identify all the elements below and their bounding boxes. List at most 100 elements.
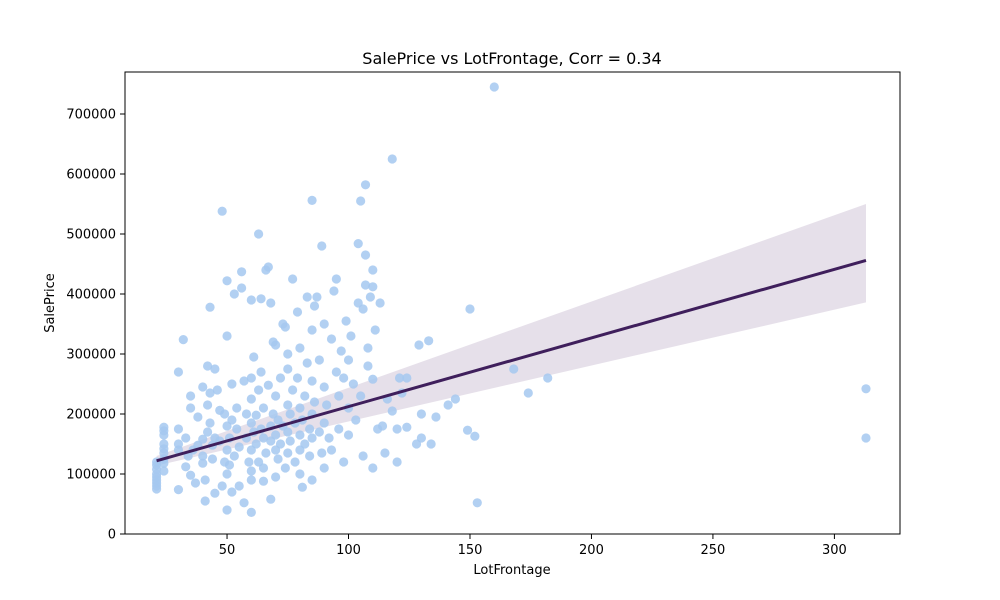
scatter-point — [543, 373, 553, 383]
scatter-point — [387, 154, 397, 164]
scatter-point — [173, 485, 184, 495]
scatter-point — [314, 427, 324, 437]
scatter-point — [212, 385, 222, 395]
scatter-point — [297, 482, 307, 492]
scatter-point — [300, 439, 310, 449]
scatter-point — [256, 294, 266, 304]
scatter-point — [285, 409, 295, 419]
scatter-point — [227, 379, 237, 389]
y-tick-label: 300000 — [66, 348, 116, 363]
scatter-point — [178, 335, 188, 345]
scatter-point — [205, 418, 215, 428]
scatter-point — [271, 430, 281, 440]
scatter-point — [334, 424, 344, 434]
scatter-point — [203, 427, 213, 437]
scatter-point — [224, 460, 235, 470]
scatter-point — [283, 400, 293, 410]
scatter-point — [302, 358, 312, 368]
scatter-point — [358, 304, 368, 314]
chart-title: SalePrice vs LotFrontage, Corr = 0.34 — [362, 49, 661, 68]
scatter-point — [210, 488, 220, 498]
scatter-point — [222, 445, 232, 455]
scatter-point — [394, 373, 405, 383]
scatter-point — [292, 307, 303, 317]
scatter-point — [377, 421, 388, 431]
scatter-point — [509, 364, 519, 374]
scatter-point — [258, 403, 269, 413]
scatter-point — [365, 292, 375, 302]
scatter-point — [266, 298, 276, 308]
scatter-point — [173, 439, 184, 449]
scatter-point — [402, 422, 412, 432]
scatter-point — [307, 325, 317, 335]
scatter-point — [465, 304, 475, 314]
scatter-point — [368, 265, 378, 275]
y-tick-label: 400000 — [66, 288, 116, 303]
scatter-point — [307, 433, 317, 443]
scatter-point — [220, 409, 230, 419]
x-tick-label: 300 — [822, 543, 847, 558]
scatter-point — [312, 292, 322, 302]
scatter-point — [222, 505, 232, 515]
scatter-point — [244, 457, 254, 467]
scatter-point — [222, 331, 232, 341]
scatter-point — [280, 322, 290, 332]
scatter-point — [181, 462, 191, 472]
scatter-point — [351, 415, 361, 425]
scatter-point — [237, 267, 247, 277]
scatter-point — [232, 403, 242, 413]
scatter-point — [261, 448, 271, 458]
scatter-point — [329, 286, 339, 296]
scatter-point — [198, 434, 208, 444]
scatter-point — [324, 433, 334, 443]
scatter-point — [210, 364, 220, 374]
x-tick-label: 250 — [701, 543, 726, 558]
y-tick-label: 100000 — [66, 468, 116, 483]
scatter-point — [159, 439, 169, 449]
scatter-point — [489, 82, 499, 92]
x-axis-label: LotFrontage — [473, 563, 550, 578]
scatter-points-layer — [151, 82, 871, 517]
scatter-point — [159, 466, 169, 476]
scatter-point — [317, 241, 327, 251]
scatter-point — [426, 439, 436, 449]
scatter-point — [339, 457, 349, 467]
scatter-point — [251, 439, 261, 449]
scatter-point — [319, 463, 329, 473]
scatter-point — [249, 352, 259, 362]
scatter-point — [424, 336, 434, 346]
scatter-point — [205, 302, 215, 312]
scatter-point — [227, 415, 237, 425]
regression-line-layer — [156, 258, 867, 463]
scatter-point — [319, 382, 329, 392]
scatter-point — [246, 507, 256, 517]
scatter-point — [363, 343, 373, 353]
scatter-point — [861, 384, 871, 394]
scatter-point — [205, 388, 215, 398]
y-tick-label: 600000 — [66, 168, 116, 183]
scatter-point — [360, 280, 371, 290]
scatter-point — [246, 418, 256, 428]
scatter-point — [237, 283, 247, 293]
y-axis-label: SalePrice — [43, 273, 58, 333]
scatter-point — [416, 409, 426, 419]
scatter-point — [307, 475, 317, 485]
scatter-point — [295, 343, 305, 353]
scatter-point — [322, 400, 332, 410]
scatter-point — [358, 451, 368, 461]
scatter-point — [258, 433, 269, 443]
y-tick-label: 0 — [108, 528, 116, 543]
scatter-point — [258, 476, 269, 486]
plot-frame — [124, 71, 901, 535]
scatter-point — [254, 385, 264, 395]
scatter-point — [416, 433, 426, 443]
scatter-point — [472, 498, 482, 508]
scatter-point — [380, 448, 390, 458]
scatter-point — [462, 425, 473, 435]
scatter-point — [368, 463, 378, 473]
scatter-point — [356, 196, 366, 206]
y-tick-label: 500000 — [66, 228, 116, 243]
scatter-point — [392, 457, 402, 467]
scatter-point — [198, 382, 208, 392]
